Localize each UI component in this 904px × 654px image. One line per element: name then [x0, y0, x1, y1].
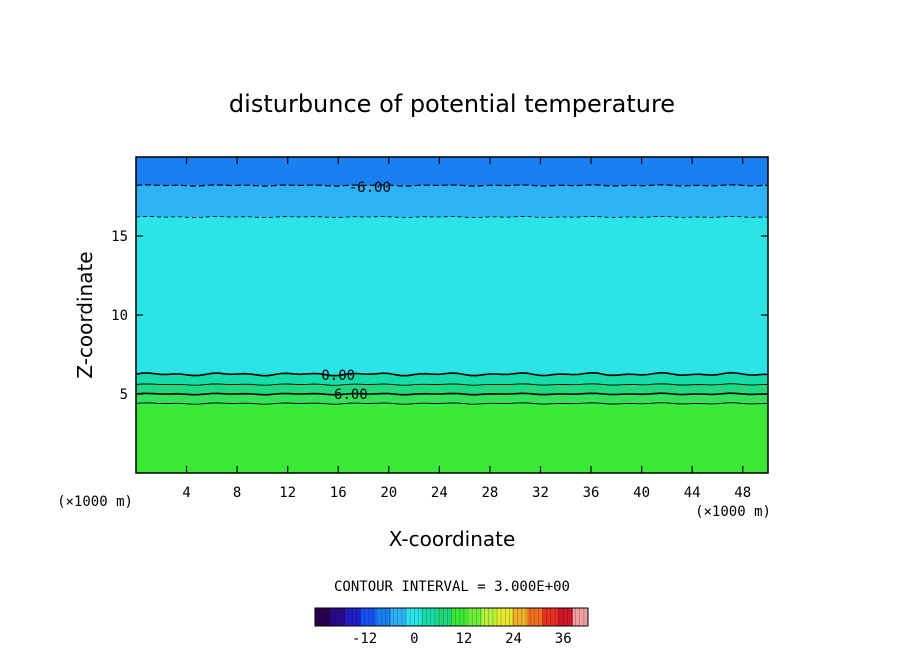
contour-interval-text: CONTOUR INTERVAL = 3.000E+00 [334, 579, 570, 595]
colorbar-swatch [436, 608, 452, 626]
contour-line [135, 383, 769, 386]
contour-labels: -6.00 0.00 6.00 [321, 180, 391, 403]
field-band [136, 384, 768, 394]
contour-line [135, 184, 768, 187]
x-tick-label: 36 [583, 485, 600, 501]
contour-line [135, 402, 769, 405]
colorbar-swatch [375, 608, 392, 626]
y-tick-label: 10 [111, 308, 128, 324]
y-axis-label: Z-coordinate [73, 251, 97, 378]
colorbar-swatch [451, 608, 468, 626]
contour-label: 6.00 [334, 387, 368, 403]
x-unit-label-right: (×1000 m) [695, 504, 771, 520]
colorbar-swatch [390, 608, 407, 626]
contour-lines [135, 184, 769, 405]
contour-line [135, 215, 768, 219]
field-band [136, 185, 768, 218]
colorbar-tick-label: 0 [410, 631, 418, 647]
colorbar-swatch [406, 608, 422, 626]
colorbar-swatch [315, 608, 331, 626]
colorbar-swatch [421, 608, 437, 626]
colorbar-tick-label: 24 [505, 631, 522, 647]
colorbar-swatch [360, 608, 377, 626]
x-tick-label: 12 [279, 485, 296, 501]
field-band [136, 157, 768, 186]
field-band [136, 373, 768, 385]
x-tick-label: 24 [431, 485, 448, 501]
contour-label: 0.00 [321, 368, 355, 384]
y-tick-label: 15 [111, 229, 128, 245]
x-tick-label: 8 [233, 485, 241, 501]
field-band [136, 217, 768, 374]
x-axis-ticks: 4 8 12 16 20 24 28 32 36 40 44 48 [182, 157, 751, 501]
x-unit-label-left: (×1000 m) [57, 494, 133, 510]
colorbar-swatch [557, 608, 574, 626]
field-band [136, 394, 768, 406]
y-axis-ticks: 5 10 15 [111, 229, 768, 403]
x-tick-label: 48 [734, 485, 751, 501]
colorbar-swatch [527, 608, 543, 626]
x-tick-label: 44 [684, 485, 701, 501]
colorbar-swatch [481, 608, 498, 626]
colorbar-swatch [466, 608, 483, 626]
colorbar-tick-label: -12 [352, 631, 377, 647]
x-axis-label: X-coordinate [389, 527, 516, 551]
x-tick-label: 16 [330, 485, 347, 501]
colorbar [314, 607, 589, 627]
contour-label: -6.00 [349, 180, 391, 196]
x-tick-label: 4 [182, 485, 190, 501]
colorbar-tick-label: 36 [555, 631, 572, 647]
colorbar-swatch [572, 608, 589, 626]
contour-line [135, 371, 769, 377]
plot-fill [136, 157, 768, 473]
colorbar-swatch [330, 608, 346, 626]
colorbar-swatch [345, 608, 361, 626]
colorbar-frame [314, 607, 589, 627]
contour-line [135, 392, 769, 396]
x-tick-label: 28 [481, 485, 498, 501]
colorbar-swatch [512, 608, 528, 626]
x-tick-label: 20 [380, 485, 397, 501]
y-tick-label: 5 [120, 387, 128, 403]
colorbar-tick-label: 12 [455, 631, 472, 647]
x-tick-label: 32 [532, 485, 549, 501]
colorbar-swatch [497, 608, 513, 626]
chart-title: disturbunce of potential temperature [229, 90, 675, 118]
x-tick-label: 40 [633, 485, 650, 501]
colorbar-ticks: -12 0 12 24 36 [352, 631, 572, 647]
field-band [136, 405, 768, 473]
colorbar-swatch [542, 608, 559, 626]
